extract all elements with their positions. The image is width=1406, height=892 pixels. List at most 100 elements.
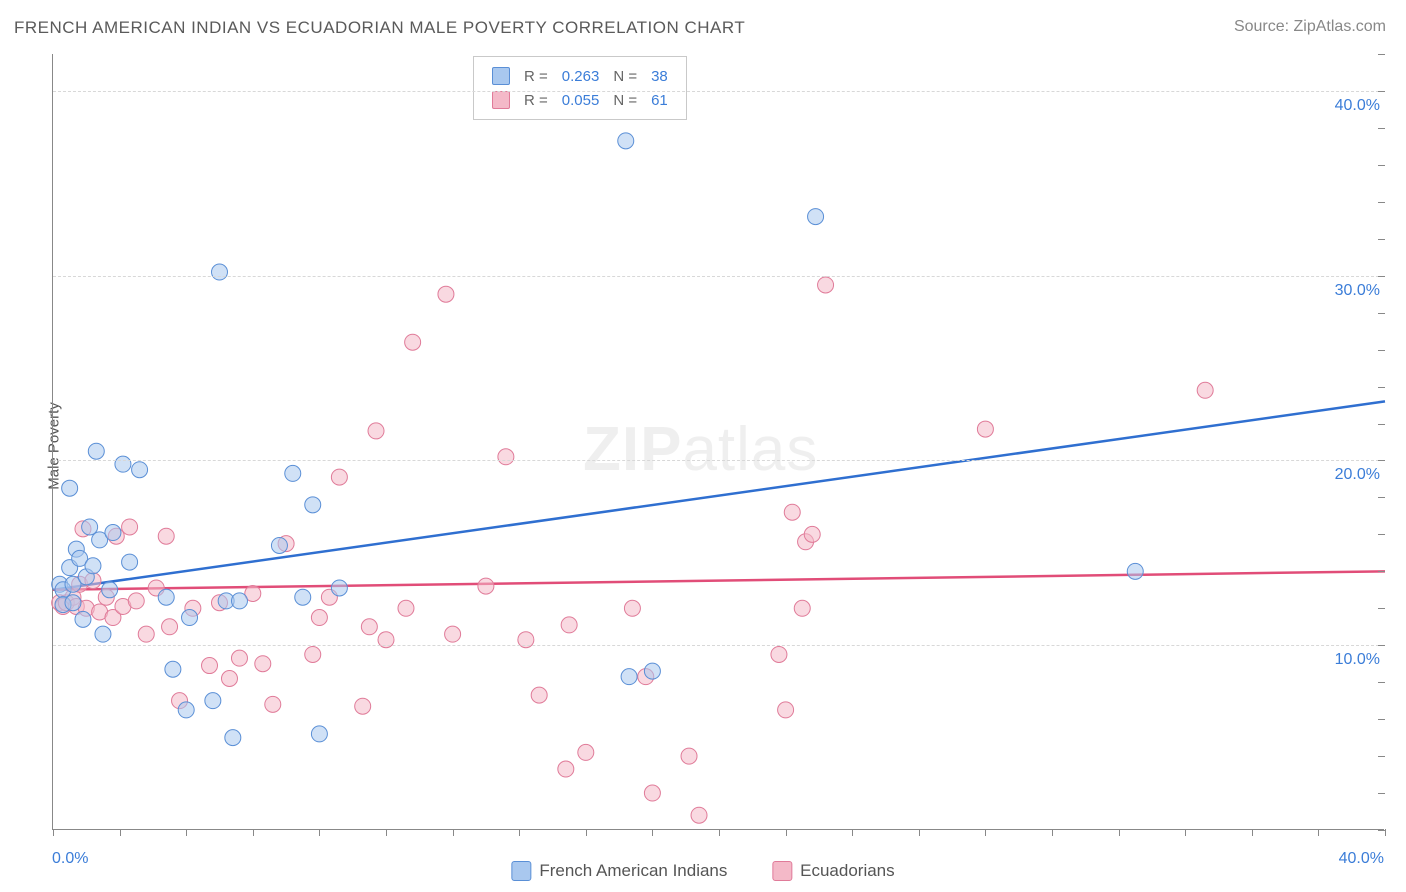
legend-item-1: French American Indians bbox=[511, 861, 727, 881]
y-tick bbox=[1378, 645, 1385, 646]
legend-row-series-1: R = 0.263 N = 38 bbox=[486, 65, 674, 87]
data-point bbox=[644, 785, 660, 801]
data-point bbox=[285, 465, 301, 481]
x-tick bbox=[652, 829, 653, 836]
data-point bbox=[162, 619, 178, 635]
y-tick-label: 20.0% bbox=[1325, 466, 1380, 484]
chart-title: FRENCH AMERICAN INDIAN VS ECUADORIAN MAL… bbox=[14, 18, 745, 38]
data-point bbox=[794, 600, 810, 616]
data-point bbox=[105, 525, 121, 541]
data-point bbox=[681, 748, 697, 764]
legend-swatch-2 bbox=[492, 91, 510, 109]
data-point bbox=[561, 617, 577, 633]
correlation-table: R = 0.263 N = 38 R = 0.055 N = 61 bbox=[484, 63, 676, 113]
data-point bbox=[132, 462, 148, 478]
y-tick-label: 40.0% bbox=[1325, 97, 1380, 115]
data-point bbox=[618, 133, 634, 149]
r-label: R = bbox=[518, 89, 554, 111]
x-tick bbox=[186, 829, 187, 836]
data-point bbox=[624, 600, 640, 616]
data-point bbox=[202, 658, 218, 674]
series-legend: French American Indians Ecuadorians bbox=[491, 861, 914, 886]
x-tick bbox=[453, 829, 454, 836]
data-point bbox=[818, 277, 834, 293]
data-point bbox=[221, 670, 237, 686]
x-tick bbox=[1119, 829, 1120, 836]
data-point bbox=[182, 610, 198, 626]
x-tick bbox=[852, 829, 853, 836]
y-tick bbox=[1378, 350, 1385, 351]
n-value-2: 61 bbox=[645, 89, 674, 111]
data-point bbox=[231, 593, 247, 609]
y-tick bbox=[1378, 830, 1385, 831]
x-tick bbox=[1318, 829, 1319, 836]
data-point bbox=[355, 698, 371, 714]
data-point bbox=[271, 537, 287, 553]
y-tick bbox=[1378, 276, 1385, 277]
data-point bbox=[178, 702, 194, 718]
data-point bbox=[621, 669, 637, 685]
data-point bbox=[1127, 563, 1143, 579]
data-point bbox=[368, 423, 384, 439]
y-tick bbox=[1378, 128, 1385, 129]
data-point bbox=[305, 497, 321, 513]
data-point bbox=[205, 693, 221, 709]
chart-svg-points bbox=[53, 54, 1384, 829]
data-point bbox=[65, 595, 81, 611]
correlation-legend: R = 0.263 N = 38 R = 0.055 N = 61 bbox=[473, 56, 687, 120]
y-tick bbox=[1378, 313, 1385, 314]
data-point bbox=[115, 456, 131, 472]
n-label: N = bbox=[607, 89, 643, 111]
data-point bbox=[445, 626, 461, 642]
data-point bbox=[305, 646, 321, 662]
y-tick bbox=[1378, 424, 1385, 425]
y-tick-label: 30.0% bbox=[1325, 282, 1380, 300]
data-point bbox=[771, 646, 787, 662]
r-label: R = bbox=[518, 65, 554, 87]
y-tick bbox=[1378, 571, 1385, 572]
data-point bbox=[691, 807, 707, 823]
y-tick bbox=[1378, 91, 1385, 92]
data-point bbox=[62, 480, 78, 496]
y-tick bbox=[1378, 460, 1385, 461]
plot-area: ZIPatlas R = 0.263 N = 38 R = 0.055 N = … bbox=[52, 54, 1384, 830]
legend-item-2: Ecuadorians bbox=[772, 861, 895, 881]
data-point bbox=[438, 286, 454, 302]
y-tick-label: 10.0% bbox=[1325, 651, 1380, 669]
data-point bbox=[95, 626, 111, 642]
x-tick bbox=[1385, 829, 1386, 836]
x-tick bbox=[253, 829, 254, 836]
legend-swatch-1 bbox=[492, 67, 510, 85]
data-point bbox=[478, 578, 494, 594]
data-point bbox=[644, 663, 660, 679]
data-point bbox=[578, 744, 594, 760]
y-tick bbox=[1378, 608, 1385, 609]
n-value-1: 38 bbox=[645, 65, 674, 87]
data-point bbox=[212, 264, 228, 280]
x-tick bbox=[1185, 829, 1186, 836]
series-2-name: Ecuadorians bbox=[800, 861, 895, 881]
data-point bbox=[75, 611, 91, 627]
grid-line bbox=[53, 91, 1384, 92]
data-point bbox=[122, 554, 138, 570]
x-tick bbox=[919, 829, 920, 836]
data-point bbox=[808, 209, 824, 225]
y-tick bbox=[1378, 239, 1385, 240]
r-value-2: 0.055 bbox=[556, 89, 606, 111]
data-point bbox=[558, 761, 574, 777]
x-min-label: 0.0% bbox=[52, 850, 88, 868]
data-point bbox=[231, 650, 247, 666]
data-point bbox=[255, 656, 271, 672]
data-point bbox=[311, 726, 327, 742]
grid-line bbox=[53, 645, 1384, 646]
x-tick bbox=[1252, 829, 1253, 836]
y-tick bbox=[1378, 719, 1385, 720]
data-point bbox=[138, 626, 154, 642]
data-point bbox=[265, 696, 281, 712]
data-point bbox=[225, 730, 241, 746]
x-tick bbox=[786, 829, 787, 836]
x-tick bbox=[985, 829, 986, 836]
data-point bbox=[295, 589, 311, 605]
x-tick bbox=[319, 829, 320, 836]
data-point bbox=[311, 610, 327, 626]
